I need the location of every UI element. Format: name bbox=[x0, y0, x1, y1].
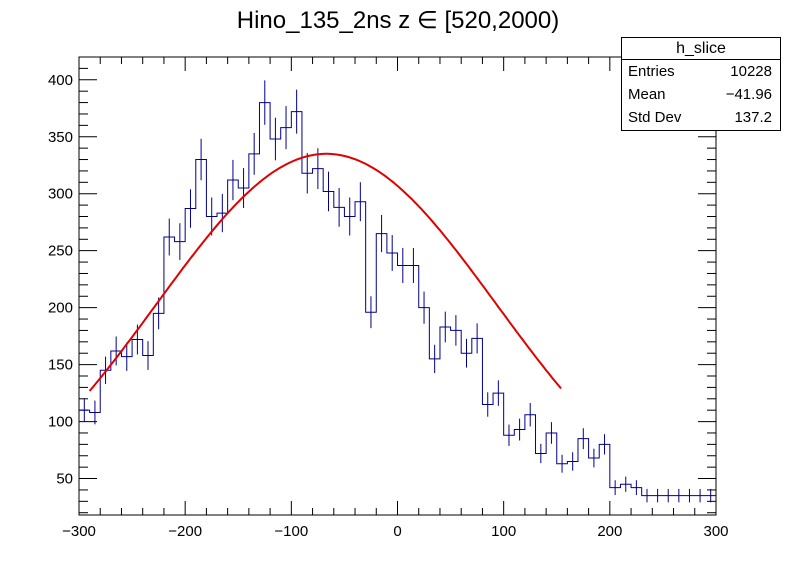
stats-row-mean: Mean −41.96 bbox=[622, 83, 780, 106]
axes: −300 −200 −100 0 100 200 300 50 100 150 200 250 300 3… bbox=[48, 56, 729, 540]
y-tick-label: 150 bbox=[48, 357, 73, 374]
x-tick-label: 100 bbox=[491, 523, 516, 540]
x-tick-label: −100 bbox=[274, 523, 308, 540]
y-tick-label: 300 bbox=[48, 186, 73, 203]
stats-value: 10228 bbox=[730, 63, 772, 80]
x-tick-label: −200 bbox=[168, 523, 202, 540]
stats-box: h_slice Entries 10228 Mean −41.96 Std De… bbox=[621, 37, 781, 131]
stats-key: Mean bbox=[628, 86, 666, 103]
stats-row-std-dev: Std Dev 137.2 bbox=[622, 106, 780, 129]
y-tick-label: 350 bbox=[48, 129, 73, 146]
x-tick-label: 0 bbox=[393, 523, 401, 540]
y-tick-label: 250 bbox=[48, 243, 73, 260]
x-tick-label: 200 bbox=[597, 523, 622, 540]
histogram-step-line bbox=[79, 102, 716, 497]
stats-box-title: h_slice bbox=[622, 38, 780, 60]
histogram-series bbox=[79, 80, 716, 503]
y-tick-label: 200 bbox=[48, 300, 73, 317]
stats-key: Entries bbox=[628, 63, 675, 80]
fit-curve-layer bbox=[88, 152, 562, 392]
y-tick-label: 100 bbox=[48, 414, 73, 431]
y-tick-label: 400 bbox=[48, 72, 73, 89]
stats-value: 137.2 bbox=[734, 109, 772, 126]
gaussian-fit-curve bbox=[88, 152, 562, 392]
stats-value: −41.96 bbox=[725, 86, 772, 103]
y-tick-label: 50 bbox=[56, 471, 73, 488]
chart-title: Hino_135_2ns z ∈ [520,2000) bbox=[236, 7, 560, 34]
x-tick-label: 300 bbox=[703, 523, 728, 540]
stats-key: Std Dev bbox=[628, 109, 682, 126]
x-tick-label: −300 bbox=[62, 523, 96, 540]
stats-row-entries: Entries 10228 bbox=[622, 60, 780, 83]
